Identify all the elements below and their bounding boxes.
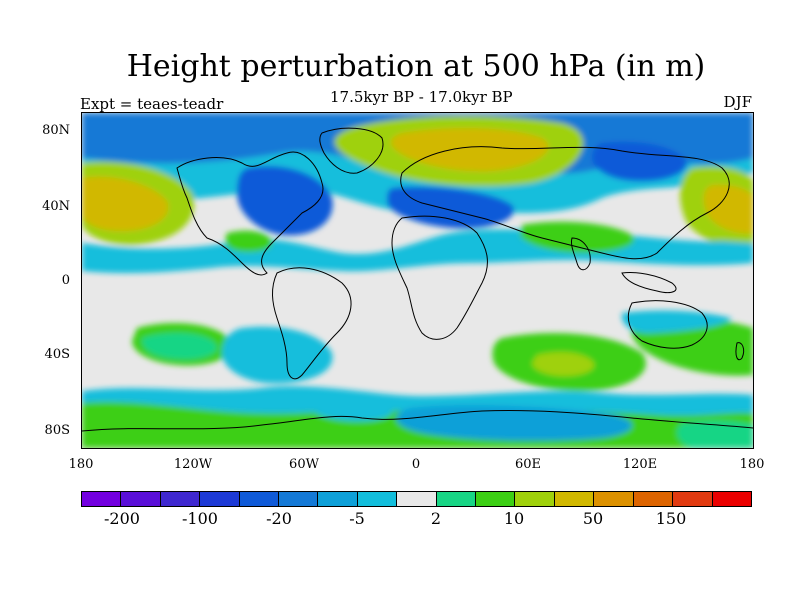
- coastline-australia: [627, 300, 708, 349]
- colorbar-swatch: [239, 492, 280, 506]
- colorbar-swatch: [594, 492, 634, 506]
- y-tick-label: 0: [61, 273, 70, 288]
- contour-fill-layer: [82, 113, 753, 448]
- colorbar-label: 10: [503, 509, 525, 528]
- coastline-antarctica: [82, 409, 753, 432]
- colorbar-label: -5: [349, 509, 365, 528]
- colorbar-swatch: [476, 492, 516, 506]
- x-tick-label: 60W: [289, 457, 319, 472]
- coastline-north-america: [176, 151, 324, 276]
- contour-north-cyan: [82, 151, 753, 214]
- x-tick-label: 60E: [514, 457, 542, 472]
- colorbar-label: -100: [182, 509, 218, 528]
- colorbar-swatch: [200, 492, 240, 506]
- colorbar-swatch: [712, 492, 751, 506]
- colorbar-swatch: [554, 492, 595, 506]
- map-panel: [81, 112, 754, 449]
- colorbar-swatch: [357, 492, 398, 506]
- colorbar-label: 2: [430, 509, 442, 528]
- colorbar: [81, 491, 752, 507]
- experiment-label: Expt = teaes-teadr: [80, 95, 224, 113]
- y-tick-label: 40S: [44, 347, 70, 362]
- colorbar-label: -20: [266, 509, 292, 528]
- y-tick-label: 40N: [42, 199, 70, 214]
- contour-pacific-yellow: [82, 176, 169, 231]
- plot-subtitle: 17.5kyr BP - 17.0kyr BP: [330, 88, 513, 106]
- plot-title: Height perturbation at 500 hPa (in m): [126, 49, 706, 84]
- colorbar-swatch: [82, 492, 122, 506]
- contour-subtropic-band: [82, 229, 753, 274]
- x-tick-label: 0: [411, 457, 421, 472]
- x-tick-label: 120W: [173, 457, 213, 472]
- colorbar-swatch: [673, 492, 713, 506]
- colorbar-swatch: [279, 492, 319, 506]
- coastline-greenland: [319, 127, 384, 174]
- colorbar-swatch: [397, 492, 437, 506]
- coastline-se-asia: [621, 272, 677, 294]
- contour-atlantic-green: [225, 230, 273, 253]
- contour-south-cyan-mid: [222, 326, 333, 384]
- colorbar-label: 150: [655, 509, 687, 528]
- contour-subtropic-green: [520, 221, 635, 253]
- colorbar-label: 50: [582, 509, 604, 528]
- y-tick-label: 80N: [42, 123, 70, 138]
- season-label: DJF: [723, 93, 752, 111]
- contour-south-cyan-west: [141, 332, 218, 360]
- coastline-eurasia: [400, 146, 730, 260]
- x-tick-label: 120E: [622, 457, 658, 472]
- x-tick-label: 180: [739, 457, 765, 472]
- contour-asia-blue: [592, 141, 687, 182]
- coastline-india: [571, 237, 591, 271]
- x-tick-label: 180: [68, 457, 94, 472]
- coastline-new-zealand: [735, 342, 745, 361]
- contour-south-indian-yellow: [532, 352, 595, 377]
- contour-pacific-west-yellow: [703, 184, 753, 234]
- colorbar-swatch: [318, 492, 358, 506]
- coastlines: [82, 127, 753, 432]
- contour-antarctic-blue: [395, 405, 632, 441]
- colorbar-swatch: [633, 492, 674, 506]
- contour-antarctic-grey: [676, 420, 753, 448]
- coastline-africa: [391, 215, 488, 340]
- colorbar-label: -200: [104, 509, 140, 528]
- contour-namerica-blue: [237, 166, 333, 236]
- colorbar-swatch: [160, 492, 201, 506]
- y-tick-label: 80S: [44, 423, 70, 438]
- contour-antarctic-cyan: [310, 396, 393, 422]
- coastline-south-america: [272, 267, 352, 380]
- colorbar-swatch: [436, 492, 477, 506]
- height-perturbation-map: [82, 113, 753, 448]
- contour-arctic-yellow: [390, 128, 549, 172]
- colorbar-swatch: [121, 492, 161, 506]
- colorbar-swatch: [515, 492, 555, 506]
